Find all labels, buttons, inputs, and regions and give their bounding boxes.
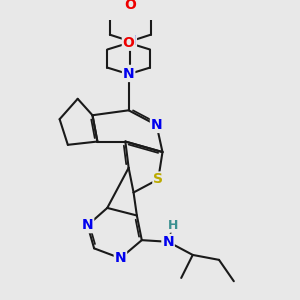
Text: H: H (168, 219, 178, 232)
Text: S: S (153, 172, 163, 186)
Text: N: N (123, 67, 134, 81)
Text: N: N (115, 251, 126, 265)
Text: N: N (162, 235, 174, 249)
Text: N: N (151, 118, 162, 132)
Text: N: N (82, 218, 93, 233)
Text: O: O (123, 36, 135, 50)
Text: N: N (124, 34, 136, 48)
Text: O: O (124, 0, 136, 12)
